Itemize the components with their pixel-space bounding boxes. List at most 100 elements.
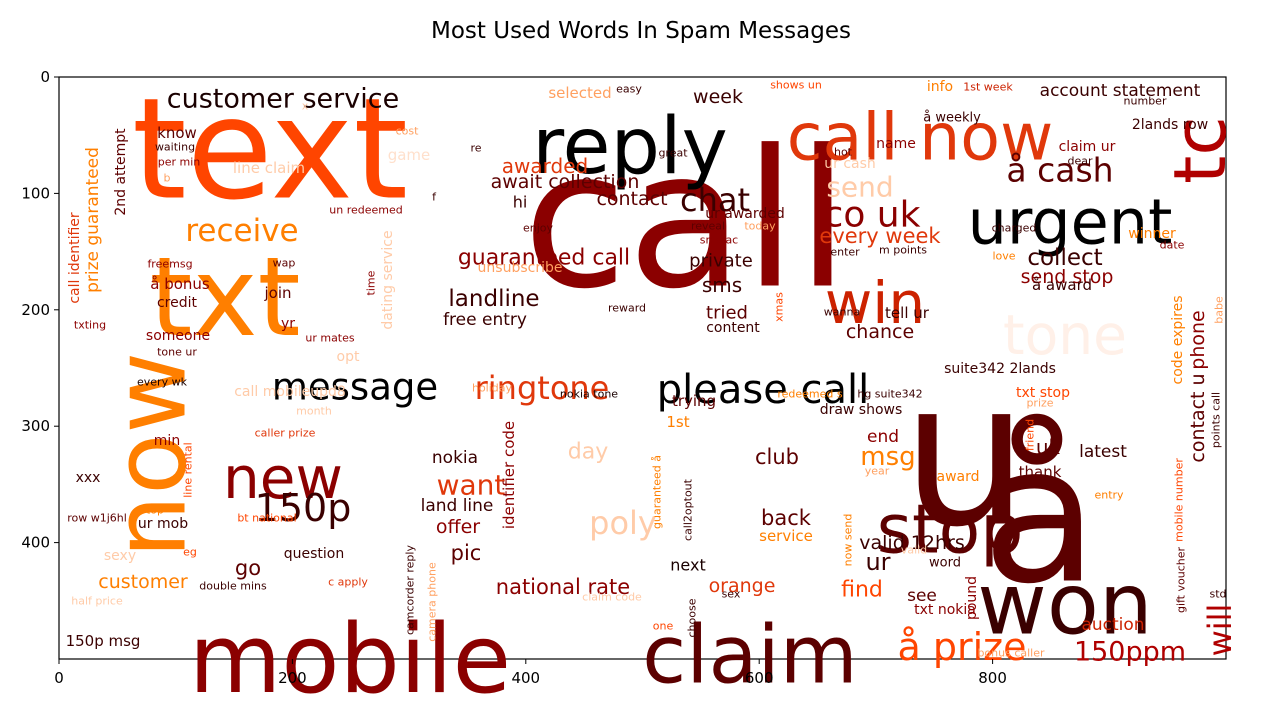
word-83: opt	[337, 349, 360, 365]
word-41: content	[706, 320, 760, 336]
word-7: claim	[642, 609, 857, 702]
word-156: half price	[71, 595, 123, 608]
word-40: tried	[706, 303, 748, 324]
word-121: wanna	[824, 306, 860, 319]
word-96: enjoy	[523, 222, 554, 235]
word-0: call	[523, 110, 849, 331]
word-169: line rental	[182, 442, 195, 497]
word-85: wap	[273, 257, 296, 270]
word-78: credit	[157, 295, 198, 311]
word-39: sms	[702, 273, 742, 297]
word-104: sms ac	[700, 234, 738, 247]
word-19: message	[272, 366, 438, 409]
word-136: entry	[1094, 489, 1124, 502]
word-12: urgent	[968, 186, 1173, 259]
word-14: win	[825, 269, 925, 337]
word-160: shows un	[770, 79, 822, 92]
word-132: word	[929, 556, 961, 571]
y-axis: 0 100 200 300 400	[21, 68, 59, 552]
word-54: ur	[865, 548, 890, 576]
word-134: txt nokia	[914, 602, 976, 618]
word-17: 150p	[255, 486, 352, 530]
word-172: call2optout	[682, 478, 695, 541]
word-86: freemsg	[147, 258, 192, 271]
word-68: customer	[98, 571, 188, 593]
word-13: tc	[1158, 116, 1242, 184]
word-143: month	[296, 405, 332, 418]
word-18: please call	[657, 367, 870, 413]
word-88: line claim	[233, 159, 305, 177]
y-tick-label-3: 300	[21, 417, 50, 435]
word-5: now	[92, 352, 209, 558]
word-167: time	[365, 270, 378, 295]
word-92: b	[164, 172, 171, 185]
word-162: txting	[74, 319, 106, 332]
word-175: choose	[686, 598, 699, 637]
word-181: friend	[1024, 419, 1037, 451]
word-81: every wk	[137, 376, 188, 389]
word-127: redeemed s	[777, 388, 843, 401]
word-20: ringtone	[475, 369, 610, 407]
word-9: stop	[877, 491, 1024, 570]
word-163: x	[302, 100, 309, 113]
word-79: someone	[146, 328, 210, 344]
word-101: ur awarded	[705, 206, 785, 222]
word-57: end	[867, 427, 899, 447]
word-94: re	[470, 142, 481, 155]
word-113: dear	[1067, 155, 1092, 168]
word-177: pound	[964, 576, 980, 620]
word-161: babe	[1213, 296, 1226, 324]
word-184: points call	[1210, 392, 1223, 448]
word-49: offer	[436, 516, 480, 538]
word-139: 1st	[666, 413, 689, 431]
word-100: great	[658, 147, 688, 160]
word-29: send	[826, 171, 893, 204]
word-174: camera phone	[426, 562, 439, 642]
word-183: gift voucher	[1175, 547, 1188, 614]
word-45: poly	[589, 504, 657, 542]
word-119: enter	[830, 246, 860, 259]
word-90: waiting	[155, 141, 195, 154]
word-108: å weekly	[923, 111, 981, 126]
word-23: will	[1201, 604, 1239, 657]
word-124: suite342 2lands	[944, 361, 1056, 377]
word-47: day	[568, 440, 608, 465]
word-151: sexy	[104, 548, 136, 564]
word-61: orange	[709, 575, 776, 597]
word-76: join	[263, 284, 291, 302]
word-135: bonus caller	[977, 647, 1045, 660]
word-50: pic	[451, 541, 482, 565]
word-131: year	[865, 465, 890, 478]
y-tick-label-4: 400	[21, 534, 50, 552]
word-27: receive	[185, 213, 298, 249]
word-25: co uk	[824, 195, 921, 236]
word-60: service	[759, 527, 813, 545]
word-179: phone	[1187, 310, 1209, 369]
word-6: mobile	[189, 605, 511, 714]
y-tick-label-1: 100	[21, 184, 50, 202]
word-56: msg	[860, 442, 915, 472]
word-147: top	[146, 504, 164, 517]
word-3: u	[902, 339, 1029, 572]
chart-title: Most Used Words In Spam Messages	[431, 18, 851, 44]
word-114: charged	[992, 222, 1037, 235]
y-tick-label-0: 0	[40, 68, 50, 86]
word-141: nokia tone	[560, 388, 618, 401]
word-118: å award	[1032, 276, 1092, 294]
word-1: text	[132, 69, 408, 232]
word-152: eg	[183, 546, 197, 559]
word-77: å bonus	[150, 275, 210, 293]
word-73: 2lands row	[1132, 117, 1208, 133]
word-11: call now	[787, 101, 1053, 176]
word-128: draw shows	[820, 402, 903, 418]
word-65: latest	[1079, 442, 1127, 462]
word-64: uk	[1036, 435, 1061, 459]
word-138: trying	[672, 392, 716, 410]
word-84: yr	[281, 316, 295, 332]
word-112: claim ur	[1059, 139, 1116, 155]
word-106: hot	[834, 146, 853, 159]
word-140: holiday	[472, 382, 513, 395]
word-8: won	[977, 556, 1152, 655]
